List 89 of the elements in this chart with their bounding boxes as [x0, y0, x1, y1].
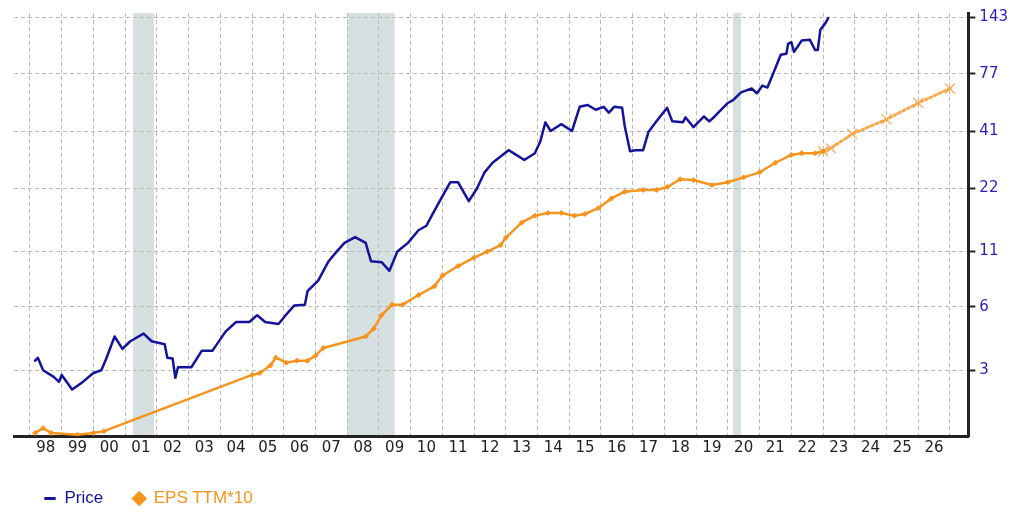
point	[708, 182, 715, 189]
point	[399, 301, 406, 308]
point	[439, 272, 446, 279]
point	[455, 263, 462, 270]
point	[558, 209, 565, 216]
point	[621, 188, 628, 195]
point	[582, 211, 589, 218]
x-tick-label: 16	[607, 437, 627, 456]
point	[249, 371, 256, 378]
point	[944, 82, 956, 95]
x-tick-label: 98	[36, 437, 56, 456]
x-tick-label: 19	[702, 437, 722, 456]
point	[788, 151, 795, 158]
point	[74, 431, 81, 436]
x-tick-label: 06	[289, 437, 310, 456]
y-tick-label: 41	[979, 121, 999, 140]
point	[304, 357, 311, 364]
x-tick-label: 14	[543, 437, 563, 456]
x-tick-label: 24	[861, 437, 881, 456]
y-tick-label: 22	[979, 178, 999, 197]
point	[608, 195, 615, 202]
point	[267, 362, 274, 369]
point	[825, 142, 837, 154]
point	[100, 428, 107, 435]
y-tick-label: 143	[979, 7, 1009, 26]
x-tick-label: 22	[797, 437, 817, 456]
point	[484, 248, 491, 255]
x-tick-label: 04	[226, 437, 246, 456]
point	[32, 429, 39, 436]
point	[40, 425, 47, 432]
point	[772, 159, 779, 166]
point	[518, 219, 525, 226]
x-tick-label: 17	[638, 437, 658, 456]
point	[502, 234, 509, 241]
point	[740, 174, 747, 181]
point	[653, 186, 660, 193]
x-tick-label: 00	[99, 437, 119, 456]
x-tick-label: 10	[416, 437, 436, 456]
x-tick-label: 13	[512, 437, 532, 456]
point	[571, 212, 578, 219]
legend-label: EPS TTM*10	[153, 488, 253, 508]
point	[415, 291, 422, 298]
point	[677, 176, 684, 183]
point	[724, 179, 731, 186]
point	[595, 205, 602, 212]
x-tick-label: 09	[385, 437, 405, 456]
point	[256, 370, 263, 377]
point	[544, 209, 551, 216]
x-tick-label: 26	[924, 437, 944, 456]
point	[798, 150, 805, 157]
x-tick-label: 11	[448, 437, 468, 456]
y-tick-label: 6	[979, 296, 989, 315]
point	[471, 254, 478, 261]
point	[531, 212, 538, 219]
x-tick-label: 07	[321, 437, 341, 456]
point	[756, 169, 763, 176]
y-tick-label: 77	[979, 63, 999, 82]
point	[312, 352, 319, 359]
x-tick-label: 21	[765, 437, 785, 456]
point	[90, 429, 97, 436]
x-tick-label: 01	[131, 437, 151, 456]
point	[431, 283, 438, 290]
point	[812, 150, 819, 157]
x-tick-label: 03	[194, 437, 214, 456]
x-tick-label: 15	[575, 437, 595, 456]
point	[690, 176, 697, 183]
point	[664, 184, 671, 191]
point	[283, 359, 290, 366]
y-tick-label: 11	[979, 241, 999, 260]
point	[880, 113, 893, 125]
point	[320, 344, 327, 351]
legend-label: Price	[64, 488, 104, 508]
x-tick-label: 23	[829, 437, 849, 456]
x-tick-label: 20	[734, 437, 754, 456]
x-tick-label: 02	[163, 437, 183, 456]
point	[846, 128, 858, 140]
point	[362, 333, 369, 340]
point	[912, 97, 924, 109]
x-tick-label: 25	[892, 437, 912, 456]
y-tick-label: 3	[979, 360, 989, 379]
point	[497, 242, 504, 249]
x-tick-label: 08	[353, 437, 373, 456]
point	[272, 354, 279, 361]
x-tick-label: 18	[670, 437, 690, 456]
x-tick-label: 99	[67, 437, 87, 456]
point	[370, 325, 377, 332]
point	[378, 312, 385, 319]
x-tick-label: 12	[480, 437, 500, 456]
x-tick-label: 05	[258, 437, 278, 456]
